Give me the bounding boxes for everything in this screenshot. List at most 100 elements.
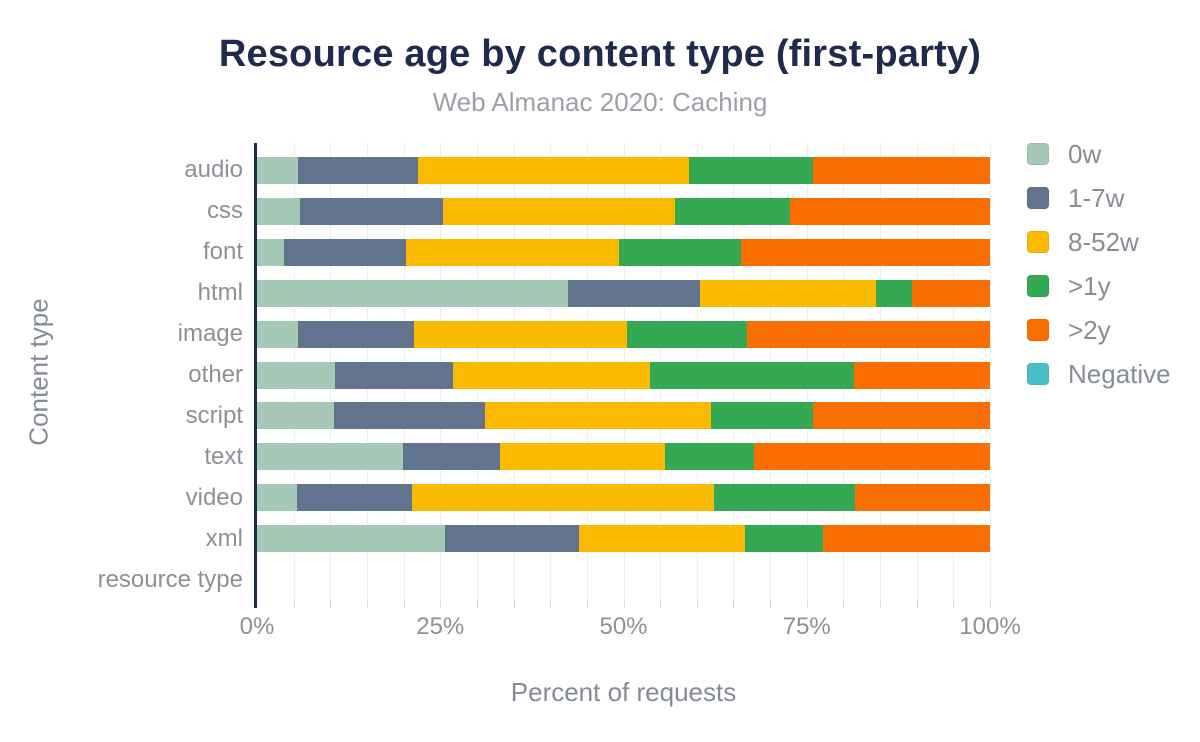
bar-segment-script-2y[interactable] [812, 402, 990, 430]
bar-segment-other-0w[interactable] [257, 361, 335, 389]
legend-swatch-2y [1027, 319, 1049, 341]
bar-segment-css-1y[interactable] [674, 197, 790, 225]
bar-segment-html-2y[interactable] [912, 279, 990, 307]
bar-segment-audio-1y[interactable] [688, 156, 813, 184]
bar-segment-css-1-7w[interactable] [299, 197, 444, 225]
x-tick-35pct [513, 600, 515, 608]
bar-segment-css-8-52w[interactable] [443, 197, 675, 225]
x-tick-30pct [476, 600, 478, 608]
y-axis-labels: audio css font html image other script text vide… [0, 150, 243, 600]
bar-segment-audio-2y[interactable] [812, 156, 990, 184]
legend-swatch-1y [1027, 275, 1049, 297]
bar-row-font [257, 238, 990, 266]
bar-segment-video-1y[interactable] [713, 484, 856, 512]
bar-segment-audio-0w[interactable] [257, 156, 299, 184]
bar-segment-other-8-52w[interactable] [452, 361, 650, 389]
y-axis-label-image: image [177, 320, 243, 348]
x-tick-90pct [916, 600, 918, 608]
legend-swatch-1-7w [1027, 187, 1049, 209]
bar-segment-xml-0w[interactable] [257, 525, 446, 553]
y-axis-label-audio: audio [184, 156, 243, 184]
bar-segment-script-1-7w[interactable] [333, 402, 485, 430]
bar-segment-xml-1-7w[interactable] [445, 525, 579, 553]
bar-segment-other-1y[interactable] [649, 361, 854, 389]
bar-segment-script-0w[interactable] [257, 402, 334, 430]
bar-segment-css-0w[interactable] [257, 197, 300, 225]
y-axis-title: Content type [23, 298, 54, 446]
x-axis-tick-labels: 0% 25% 50% 75% 100% [240, 613, 1021, 643]
bar-row-other [257, 361, 990, 389]
legend-item-negative[interactable]: Negative [1027, 359, 1171, 389]
bar-segment-image-1y[interactable] [627, 320, 747, 348]
bar-segment-video-2y[interactable] [855, 484, 990, 512]
bar-segment-font-0w[interactable] [257, 238, 285, 266]
bar-segment-script-8-52w[interactable] [484, 402, 711, 430]
bar-segment-font-2y[interactable] [741, 238, 990, 266]
y-axis-label-video: video [185, 483, 243, 511]
x-tick-15pct [366, 600, 368, 608]
legend-swatch-0w [1027, 143, 1049, 165]
y-axis-line [254, 143, 257, 608]
bar-segment-xml-2y[interactable] [822, 525, 990, 553]
bar-row-audio [257, 156, 990, 184]
bar-segment-image-2y[interactable] [746, 320, 990, 348]
bar-segment-audio-1-7w[interactable] [298, 156, 419, 184]
bar-segment-video-8-52w[interactable] [412, 484, 714, 512]
bar-segment-image-0w[interactable] [257, 320, 299, 348]
x-tick-45pct [586, 600, 588, 608]
x-axis-tick-label-0: 0% [239, 613, 275, 640]
chart-title: Resource age by content type (first-part… [218, 33, 982, 75]
bar-segment-script-1y[interactable] [710, 402, 813, 430]
legend-item-8-52w[interactable]: 8-52w [1027, 227, 1171, 257]
gridline-100pct [990, 143, 991, 600]
bar-row-xml [257, 525, 990, 553]
bar-segment-font-8-52w[interactable] [405, 238, 620, 266]
bar-segment-css-2y[interactable] [789, 197, 990, 225]
bar-segment-other-2y[interactable] [853, 361, 990, 389]
bar-segment-text-2y[interactable] [753, 443, 990, 471]
x-tick-20pct [403, 600, 405, 608]
legend-label-negative: Negative [1068, 358, 1171, 389]
y-axis-label-xml: xml [205, 524, 243, 552]
bar-segment-video-1-7w[interactable] [296, 484, 413, 512]
bar-segment-other-1-7w[interactable] [334, 361, 453, 389]
x-tick-40pct [550, 600, 552, 608]
x-axis-tick-label-75: 75% [782, 613, 831, 640]
bar-segment-font-1y[interactable] [619, 238, 742, 266]
x-axis-title: Percent of requests [510, 677, 737, 707]
bar-segment-font-1-7w[interactable] [284, 238, 406, 266]
x-tick-85pct [880, 600, 882, 608]
x-tick-95pct [953, 600, 955, 608]
y-axis-label-other: other [188, 360, 243, 388]
bar-segment-video-0w[interactable] [257, 484, 297, 512]
bar-segment-html-1-7w[interactable] [567, 279, 701, 307]
bar-segment-html-0w[interactable] [257, 279, 568, 307]
y-axis-label-resource-type: resource type [97, 565, 243, 593]
bar-segment-xml-8-52w[interactable] [578, 525, 746, 553]
bar-segment-text-1-7w[interactable] [402, 443, 501, 471]
x-tick-10pct [330, 600, 332, 608]
bar-row-script [257, 402, 990, 430]
bar-segment-image-8-52w[interactable] [413, 320, 628, 348]
x-tick-80pct [843, 600, 845, 608]
x-tick-70pct [770, 600, 772, 608]
x-tick-55pct [660, 600, 662, 608]
legend-item-0w[interactable]: 0w [1027, 139, 1171, 169]
bar-segment-html-1y[interactable] [875, 279, 913, 307]
legend-item-1y[interactable]: >1y [1027, 271, 1171, 301]
bar-segment-text-0w[interactable] [257, 443, 403, 471]
bar-segment-audio-8-52w[interactable] [418, 156, 689, 184]
bar-segment-html-8-52w[interactable] [700, 279, 876, 307]
bar-segment-text-8-52w[interactable] [500, 443, 666, 471]
legend-label-1y: >1y [1068, 270, 1111, 301]
bar-segment-text-1y[interactable] [665, 443, 754, 471]
bar-segment-xml-1y[interactable] [745, 525, 823, 553]
bar-row-resource-type [257, 566, 990, 593]
legend-item-2y[interactable]: >2y [1027, 315, 1171, 345]
bar-segment-image-1-7w[interactable] [298, 320, 414, 348]
x-axis-tick-label-25: 25% [416, 613, 465, 640]
x-axis-tick-label-50: 50% [599, 613, 648, 640]
x-tick-5pct [293, 600, 295, 608]
legend-item-1-7w[interactable]: 1-7w [1027, 183, 1171, 213]
bar-row-image [257, 320, 990, 348]
